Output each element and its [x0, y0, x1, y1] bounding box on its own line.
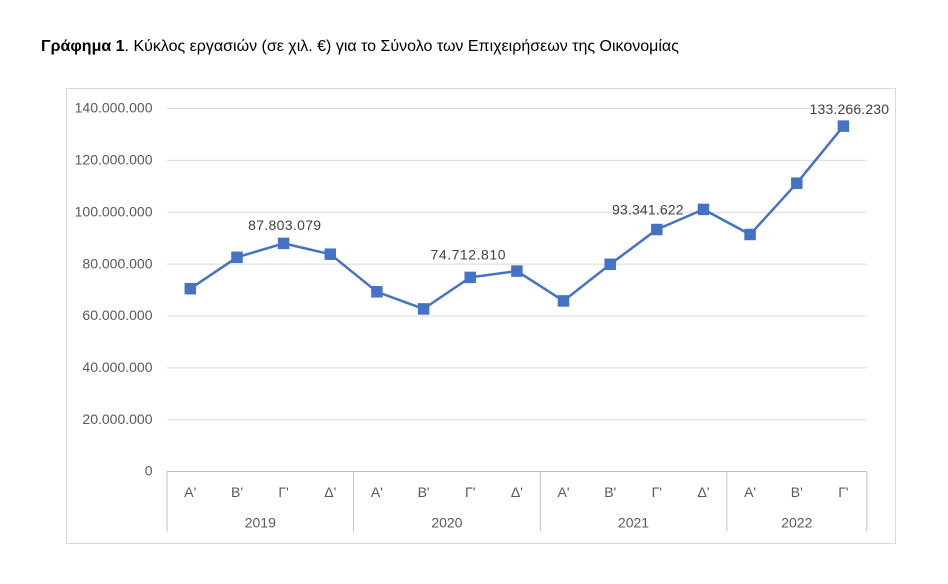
svg-text:120.000.000: 120.000.000 [75, 152, 153, 168]
svg-text:Β': Β' [231, 484, 243, 500]
svg-text:Α': Α' [744, 484, 756, 500]
svg-text:100.000.000: 100.000.000 [75, 203, 153, 219]
svg-text:Δ': Δ' [324, 484, 336, 500]
svg-text:80.000.000: 80.000.000 [82, 255, 152, 271]
svg-text:2022: 2022 [781, 515, 812, 531]
svg-text:Β': Β' [418, 484, 430, 500]
svg-text:Γ': Γ' [838, 484, 848, 500]
svg-text:Δ': Δ' [511, 484, 523, 500]
svg-text:Β': Β' [791, 484, 803, 500]
svg-text:Β': Β' [604, 484, 616, 500]
svg-text:Γ': Γ' [652, 484, 662, 500]
svg-text:20.000.000: 20.000.000 [82, 411, 152, 427]
svg-text:Α': Α' [557, 484, 569, 500]
svg-text:Γ': Γ' [465, 484, 475, 500]
svg-text:140.000.000: 140.000.000 [75, 100, 153, 116]
svg-text:87.803.079: 87.803.079 [248, 217, 321, 233]
svg-text:60.000.000: 60.000.000 [82, 307, 152, 323]
svg-text:40.000.000: 40.000.000 [82, 359, 152, 375]
svg-text:93.341.622: 93.341.622 [612, 202, 684, 218]
svg-text:Α': Α' [184, 484, 196, 500]
svg-text:133.266.230: 133.266.230 [810, 101, 890, 117]
svg-text:74.712.810: 74.712.810 [431, 247, 506, 263]
svg-text:Α': Α' [371, 484, 383, 500]
svg-text:2020: 2020 [431, 515, 462, 531]
svg-text:0: 0 [145, 463, 153, 479]
svg-text:Γ': Γ' [278, 484, 288, 500]
svg-text:2019: 2019 [245, 515, 276, 531]
svg-text:Δ': Δ' [697, 484, 709, 500]
svg-text:2021: 2021 [618, 515, 649, 531]
